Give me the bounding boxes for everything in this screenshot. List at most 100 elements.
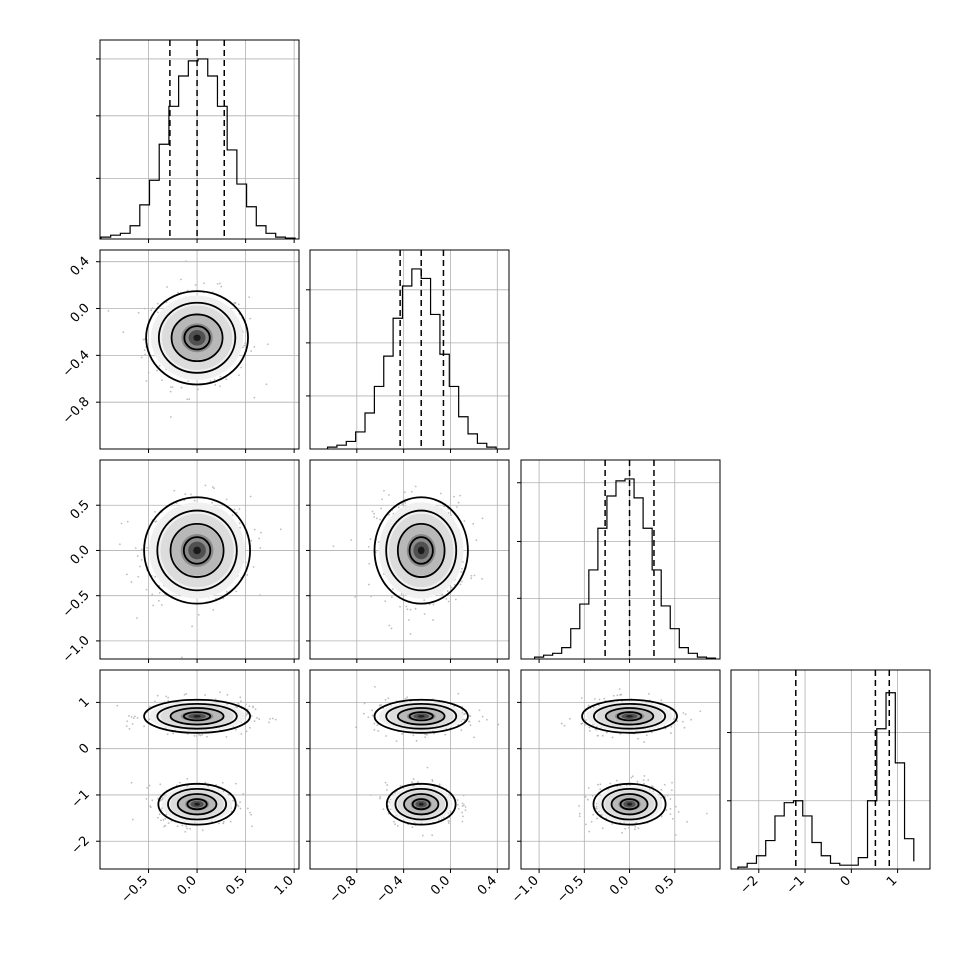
scatter-point — [463, 804, 465, 806]
scatter-point — [481, 578, 484, 580]
scatter-point — [250, 350, 253, 352]
x-tick-label: 1.0 — [272, 873, 297, 898]
scatter-point — [590, 820, 593, 823]
scatter-point — [404, 501, 407, 504]
scatter-point — [140, 548, 143, 551]
scatter-point — [225, 736, 228, 738]
scatter-point — [159, 783, 162, 786]
scatter-point — [431, 778, 434, 781]
scatter-point — [201, 733, 204, 736]
scatter-point — [249, 811, 251, 814]
scatter-point — [204, 781, 207, 784]
scatter-point — [478, 709, 481, 712]
scatter-point — [406, 696, 409, 699]
scatter-point — [389, 808, 392, 811]
y-tick-label: −1.0 — [60, 633, 93, 666]
scatter-point — [256, 716, 258, 719]
scatter-point — [371, 510, 374, 513]
scatter-point — [682, 712, 685, 714]
scatter-point — [178, 781, 181, 784]
scatter-point — [424, 736, 426, 739]
scatter-point — [450, 586, 453, 589]
scatter-point — [432, 603, 435, 606]
x-tick-label: −0.5 — [554, 873, 587, 906]
scatter-point — [139, 565, 141, 568]
contour-level — [143, 496, 251, 605]
scatter-point — [390, 596, 393, 599]
scatter-point — [367, 716, 370, 719]
scatter-point — [136, 617, 138, 619]
scatter-point — [134, 547, 137, 550]
y-tick-label: −2 — [69, 833, 93, 857]
contour-level — [581, 698, 678, 734]
x-tick-label: −1 — [784, 873, 808, 897]
scatter-point — [177, 291, 179, 294]
scatter-point — [444, 733, 447, 736]
scatter-point — [332, 545, 335, 548]
scatter-point — [665, 809, 668, 812]
x-tick-label: 0.5 — [223, 873, 248, 898]
scatter-point — [222, 821, 225, 823]
scatter-point — [222, 790, 225, 793]
scatter-point — [225, 498, 228, 501]
scatter-point — [161, 798, 163, 801]
scatter-point — [180, 386, 183, 389]
panel-frame — [99, 669, 300, 870]
scatter-point — [142, 338, 145, 341]
scatter-point — [457, 692, 460, 695]
panel-frame — [309, 669, 510, 870]
scatter-point — [635, 821, 638, 824]
x-tick-label: 0.4 — [475, 873, 500, 898]
contour-level — [593, 702, 667, 730]
scatter-point — [170, 386, 172, 389]
contour-level — [601, 788, 658, 821]
scatter-point — [591, 794, 594, 797]
scatter-point — [201, 829, 204, 832]
scatter-point — [497, 723, 500, 726]
scatter-point — [636, 780, 639, 783]
scatter-point — [373, 722, 376, 725]
scatter-point — [239, 801, 242, 804]
panel-0-0 — [96, 39, 300, 243]
scatter-point — [432, 619, 434, 621]
contour-level — [169, 707, 225, 726]
panel-content — [533, 460, 717, 659]
scatter-point — [134, 715, 136, 718]
contour-level — [167, 788, 228, 821]
scatter-point — [376, 517, 378, 520]
scatter-point — [209, 380, 212, 382]
scatter-point — [233, 301, 236, 304]
x-tick-label: 0 — [838, 873, 854, 889]
scatter-point — [397, 506, 400, 509]
scatter-point — [428, 603, 431, 606]
scatter-point — [225, 590, 228, 593]
panel-1-0: −0.8 −0.4 0.0 0.4 — [60, 249, 300, 453]
scatter-point — [457, 501, 460, 504]
scatter-point — [248, 296, 251, 299]
scatter-point — [647, 779, 650, 782]
scatter-point — [599, 783, 602, 786]
scatter-point — [588, 830, 591, 833]
scatter-point — [412, 734, 415, 737]
panel-3-3: −2 −1 0 1 — [727, 669, 931, 897]
contour-level — [592, 782, 667, 826]
scatter-point — [157, 311, 159, 314]
scatter-point — [258, 537, 261, 540]
scatter-point — [235, 590, 238, 593]
density-patch — [626, 802, 633, 806]
scatter-point — [647, 692, 650, 695]
scatter-point — [219, 691, 221, 694]
contour-level — [157, 301, 237, 374]
panel-content — [118, 484, 282, 659]
scatter-point — [423, 613, 426, 615]
scatter-point — [470, 577, 473, 580]
scatter-point — [253, 396, 256, 399]
scatter-point — [592, 813, 595, 816]
scatter-point — [233, 508, 236, 511]
scatter-point — [560, 722, 563, 725]
contour-level — [182, 536, 212, 565]
scatter-point — [705, 812, 708, 815]
scatter-point — [447, 600, 450, 603]
scatter-point — [218, 822, 220, 825]
